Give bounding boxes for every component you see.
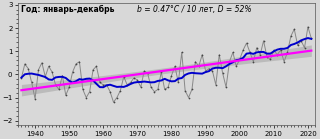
- Text: b = 0.47°C / 10 лет, D = 52%: b = 0.47°C / 10 лет, D = 52%: [137, 5, 251, 14]
- Text: Год: январь-декабрь: Год: январь-декабрь: [21, 5, 115, 14]
